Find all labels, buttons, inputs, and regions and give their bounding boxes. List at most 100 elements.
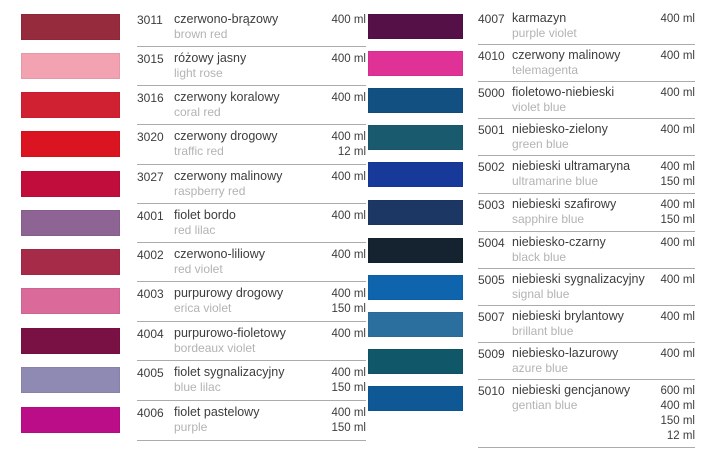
volume-list: 400 ml 150 ml <box>320 286 366 317</box>
color-names: purpurowo-fioletowy bordeaux violet <box>174 326 320 356</box>
color-row-text: 5009 niebiesko-lazurowy azure blue 400 m… <box>478 343 695 380</box>
volume-value: 600 ml <box>660 385 695 397</box>
color-names: karmazyn purple violet <box>512 11 649 41</box>
color-names: niebiesko-czarny black blue <box>512 235 649 265</box>
color-name-english: green blue <box>512 137 569 151</box>
color-row: 4001 fiolet bordo red lilac 400 ml <box>21 204 366 243</box>
volume-list: 400 ml <box>320 169 366 199</box>
color-row: 3027 czerwony malinowy raspberry red 400… <box>21 165 366 204</box>
color-name-english: telemagenta <box>512 63 579 77</box>
color-names: fioletowo-niebieski violet blue <box>512 85 649 115</box>
color-name-english: purple violet <box>512 26 577 40</box>
color-row-text: 5003 niebieski szafirowy sapphire blue 4… <box>478 194 695 232</box>
volume-list: 400 ml <box>649 11 695 41</box>
volume-value: 400 ml <box>660 124 695 136</box>
volume-value: 150 ml <box>660 214 695 226</box>
color-names: niebieski gencjanowy gentian blue <box>512 383 649 444</box>
color-names: niebiesko-zielony green blue <box>512 122 649 152</box>
color-names: czerwony malinowy raspberry red <box>174 169 320 199</box>
color-name-english: erica violet <box>174 301 232 315</box>
color-names: fiolet sygnalizacyjny blue lilac <box>174 365 320 396</box>
color-name-polish: czerwono-brązowy <box>174 12 279 26</box>
color-code: 4004 <box>137 327 164 341</box>
color-swatch <box>368 312 463 337</box>
color-row: 5005 niebieski sygnalizacyjny signal blu… <box>368 269 695 306</box>
color-code: 3016 <box>137 91 164 105</box>
volume-value: 150 ml <box>331 382 366 394</box>
color-name-english: sapphire blue <box>512 212 585 226</box>
color-name-polish: karmazyn <box>512 11 567 25</box>
color-swatch <box>368 386 463 411</box>
color-swatch <box>368 349 463 374</box>
color-row: 5003 niebieski szafirowy sapphire blue 4… <box>368 194 695 232</box>
volume-value: 400 ml <box>331 210 366 222</box>
volume-list: 400 ml 150 ml <box>320 405 366 436</box>
color-code: 3015 <box>137 52 164 66</box>
volume-list: 400 ml <box>320 12 366 42</box>
color-row: 5007 niebieski brylantowy brillant blue … <box>368 306 695 343</box>
color-swatch <box>368 125 463 150</box>
color-name-polish: niebieski gencjanowy <box>512 383 631 397</box>
color-row-text: 4005 fiolet sygnalizacyjny blue lilac 40… <box>137 361 366 401</box>
color-row: 3020 czerwony drogowy traffic red 400 ml… <box>21 125 366 165</box>
color-name-english: brillant blue <box>512 324 574 338</box>
volume-value: 400 ml <box>660 87 695 99</box>
volume-value: 400 ml <box>660 13 695 25</box>
volume-value: 400 ml <box>660 237 695 249</box>
volume-list: 400 ml 150 ml <box>649 159 695 190</box>
volume-value: 400 ml <box>331 14 366 26</box>
color-name-english: traffic red <box>174 144 224 158</box>
volume-value: 400 ml <box>331 249 366 261</box>
color-name-english: brown red <box>174 27 228 41</box>
color-swatch <box>21 249 120 275</box>
volume-value: 400 ml <box>660 50 695 62</box>
color-name-polish: czerwono-liliowy <box>174 247 265 261</box>
volume-list: 400 ml <box>649 122 695 152</box>
color-row-text: 4003 purpurowy drogowy erica violet 400 … <box>137 282 366 322</box>
color-name-english: gentian blue <box>512 398 578 412</box>
color-code: 4005 <box>137 366 164 380</box>
color-name-polish: różowy jasny <box>174 51 247 65</box>
color-swatch <box>368 88 463 113</box>
color-table-left: 3011 czerwono-brązowy brown red 400 ml 3… <box>21 8 366 441</box>
color-swatch <box>368 162 463 187</box>
color-name-polish: czerwony malinowy <box>512 48 621 62</box>
color-row-text: 5010 niebieski gencjanowy gentian blue 6… <box>478 380 695 448</box>
color-code: 4002 <box>137 248 164 262</box>
color-row-text: 5005 niebieski sygnalizacyjny signal blu… <box>478 269 695 306</box>
volume-list: 400 ml <box>649 309 695 339</box>
color-swatch <box>368 200 463 225</box>
color-name-english: signal blue <box>512 287 570 301</box>
volume-value: 150 ml <box>660 176 695 188</box>
color-row: 4010 czerwony malinowy telemagenta 400 m… <box>368 45 695 82</box>
color-row: 4004 purpurowo-fioletowy bordeaux violet… <box>21 322 366 361</box>
color-row: 5000 fioletowo-niebieski violet blue 400… <box>368 82 695 119</box>
volume-list: 400 ml <box>649 235 695 265</box>
color-row: 4006 fiolet pastelowy purple 400 ml 150 m… <box>21 401 366 441</box>
volume-list: 400 ml <box>649 272 695 302</box>
volume-list: 400 ml <box>320 208 366 238</box>
color-name-english: light rose <box>174 66 223 80</box>
volume-value: 400 ml <box>660 274 695 286</box>
color-name-polish: czerwony malinowy <box>174 169 283 183</box>
volume-value: 150 ml <box>331 303 366 315</box>
color-code: 5007 <box>478 310 505 324</box>
color-code: 4006 <box>137 406 164 420</box>
color-code: 5003 <box>478 198 505 212</box>
color-name-english: purple <box>174 420 208 434</box>
color-row: 5010 niebieski gencjanowy gentian blue 6… <box>368 380 695 448</box>
color-name-english: bordeaux violet <box>174 341 256 355</box>
volume-list: 400 ml <box>320 247 366 277</box>
color-row-text: 3020 czerwony drogowy traffic red 400 ml… <box>137 125 366 165</box>
volume-list: 400 ml <box>649 48 695 78</box>
color-name-polish: niebiesko-czarny <box>512 235 606 249</box>
color-code: 5005 <box>478 273 505 287</box>
color-name-polish: fioletowo-niebieski <box>512 85 615 99</box>
volume-value: 400 ml <box>660 348 695 360</box>
color-row: 5002 niebieski ultramaryna ultramarine b… <box>368 156 695 194</box>
volume-value: 400 ml <box>660 311 695 323</box>
volume-list: 400 ml <box>649 346 695 376</box>
color-row-text: 3011 czerwono-brązowy brown red 400 ml <box>137 8 366 47</box>
color-names: niebieski ultramaryna ultramarine blue <box>512 159 649 190</box>
volume-value: 400 ml <box>660 161 695 173</box>
